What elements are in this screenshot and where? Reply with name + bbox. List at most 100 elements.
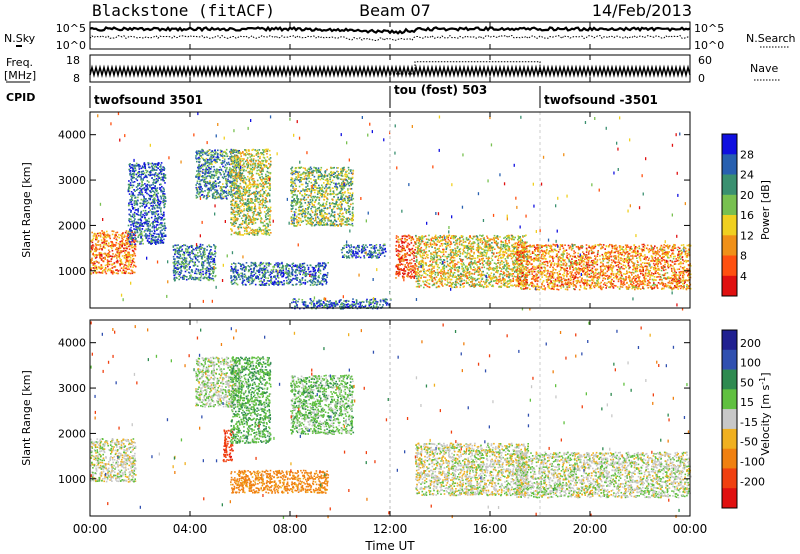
scatter-cell-1 <box>141 183 143 186</box>
scatter-cell-1 <box>151 174 154 176</box>
scatter-cell-3 <box>225 175 228 178</box>
scatter-cell-2 <box>189 260 191 262</box>
scatter-cell-0 <box>109 255 112 257</box>
scatter-cell-4 <box>243 208 246 210</box>
scatter-cell-3 <box>196 182 198 184</box>
scatter-cell-1 <box>154 163 157 165</box>
scatter-cell-2 <box>182 262 184 264</box>
scatter-cell-1 <box>150 238 153 240</box>
scatter-cell-4 <box>250 183 253 186</box>
scatter-cell-4 <box>266 222 269 225</box>
scatter-cell-0 <box>127 266 130 268</box>
scatter-cell-3 <box>226 155 228 158</box>
scatter-cell-0 <box>126 246 128 248</box>
scatter-cell-3 <box>202 196 205 199</box>
scatter-cell-2 <box>188 268 191 270</box>
scatter-cell-1 <box>146 220 149 223</box>
scatter-cell-1 <box>138 182 141 185</box>
scatter-cell-4 <box>262 198 264 200</box>
scatter-cell-4 <box>267 148 269 151</box>
scatter-cell-0 <box>114 253 117 256</box>
scatter-cell-6 <box>307 207 310 209</box>
scatter-cell-1 <box>129 220 131 223</box>
scatter-cell-6 <box>295 202 297 205</box>
scatter-cell-5 <box>287 282 290 284</box>
scatter-cell-5 <box>262 274 264 277</box>
scatter-cell-4 <box>243 214 246 216</box>
scatter-cell-5 <box>303 262 306 265</box>
scatter-cell-6 <box>338 207 340 209</box>
scatter-cell-6 <box>336 176 338 179</box>
scatter-cell-1 <box>158 215 161 218</box>
scatter-cell-5 <box>305 270 307 273</box>
scatter-cell-1 <box>154 195 157 197</box>
scatter-cell-1 <box>137 194 139 196</box>
scatter-cell-5 <box>319 269 321 271</box>
scatter-cell-5 <box>291 266 294 268</box>
scatter-cell-6 <box>323 217 325 219</box>
scatter-cell-0 <box>112 245 114 248</box>
scatter-cell-1 <box>153 232 156 235</box>
scatter-cell-3 <box>213 174 216 177</box>
scatter-cell-3 <box>225 180 228 183</box>
scatter-cell-6 <box>342 168 344 170</box>
scatter-cell-0 <box>114 235 116 237</box>
scatter-cell-5 <box>302 282 305 284</box>
scatter-cell-1 <box>135 173 138 176</box>
scatter-cell-4 <box>248 223 250 225</box>
scatter-cell-1 <box>157 233 160 235</box>
scatter-cell-4 <box>237 196 240 199</box>
scatter-cell-4 <box>260 230 262 233</box>
scatter-cell-5 <box>296 266 298 268</box>
scatter-cell-4 <box>264 224 266 227</box>
scatter-cell-4 <box>247 184 249 187</box>
scatter-cell-3 <box>198 153 201 155</box>
scatter-cell-6 <box>326 213 328 216</box>
scatter-cell-6 <box>297 175 299 177</box>
scatter-cell-5 <box>254 263 257 266</box>
scatter-cell-3 <box>204 159 206 162</box>
scatter-cell-0 <box>115 238 118 241</box>
scatter-cell-5 <box>316 284 318 286</box>
scatter-cell-6 <box>310 196 313 199</box>
scatter-cell-3 <box>210 189 212 192</box>
scatter-cell-3 <box>220 162 222 164</box>
scatter-cell-1 <box>155 178 158 180</box>
scatter-cell-4 <box>237 207 240 209</box>
scatter-cell-4 <box>245 169 247 172</box>
scatter-cell-5 <box>253 278 256 281</box>
scatter-cell-6 <box>344 173 347 175</box>
scatter-cell-0 <box>117 270 119 272</box>
scatter-cell-2 <box>185 260 187 262</box>
scatter-cell-6 <box>290 204 292 206</box>
scatter-cell-4 <box>239 174 241 177</box>
scatter-cell-4 <box>250 176 253 178</box>
scatter-cell-2 <box>189 256 191 258</box>
scatter-cell-3 <box>229 163 231 166</box>
scatter-cell-5 <box>248 269 250 271</box>
scatter-cell-4 <box>232 204 235 207</box>
scatter-cell-1 <box>143 214 146 217</box>
scatter-cell-0 <box>119 243 121 246</box>
scatter-cell-6 <box>348 218 351 220</box>
scatter-cell-0 <box>99 243 102 246</box>
scatter-cell-5 <box>240 272 242 275</box>
scatter-cell-4 <box>260 165 262 168</box>
scatter-cell-3 <box>199 195 201 198</box>
scatter-cell-5 <box>317 281 319 283</box>
scatter-cell-1 <box>151 212 153 215</box>
scatter-cell-0 <box>93 250 96 252</box>
scatter-cell-4 <box>240 175 243 177</box>
scatter-cell-4 <box>246 167 249 170</box>
scatter-cell-3 <box>238 150 240 152</box>
scatter-cell-5 <box>291 274 294 277</box>
scatter-cell-6 <box>329 220 331 222</box>
scatter-cell-6 <box>329 203 331 205</box>
scatter-cell-0 <box>109 269 111 272</box>
scatter-cell-4 <box>232 216 234 219</box>
scatter-cell-1 <box>163 173 165 175</box>
scatter-cell-6 <box>329 171 332 174</box>
scatter-cell-0 <box>111 255 114 258</box>
scatter-cell-0 <box>111 266 114 269</box>
scatter-cell-0 <box>129 265 132 268</box>
